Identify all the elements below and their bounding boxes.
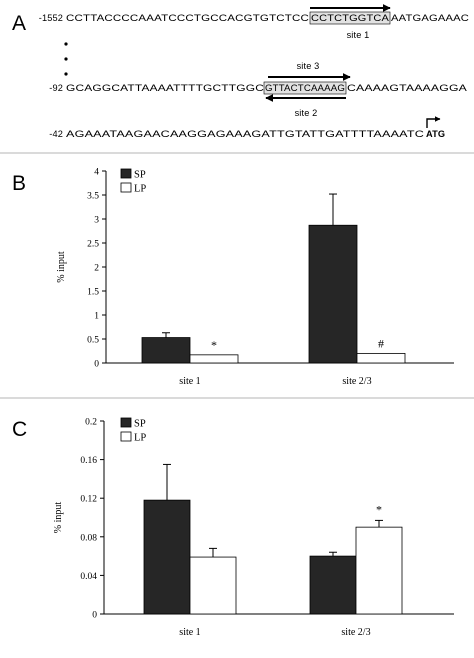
sequence-position: -42 [49, 129, 63, 139]
bar-sp-1 [141, 337, 191, 364]
x-category-label: site 1 [179, 376, 200, 387]
bar-sp-2 [308, 224, 358, 364]
panel-letter-b: B [12, 172, 26, 195]
sequence-line-2: site 3 -92 GCAGGCATTAAAATTTTGCTTGGC GTTA… [49, 61, 468, 118]
y-tick-label: 2.5 [87, 240, 99, 250]
x-category-label: site 2/3 [342, 376, 371, 387]
y-tick-label: 0.2 [85, 418, 97, 428]
y-tick-label: 0 [92, 611, 97, 621]
y-tick-label: 1.5 [87, 288, 99, 298]
bar-sp-2 [309, 555, 357, 615]
legend-label-sp: SP [134, 419, 146, 430]
tss-arrow-icon [426, 116, 441, 128]
y-axis-label: % input [56, 251, 67, 283]
legend-label-sp: SP [134, 170, 146, 181]
sequence-line-3: -42 AGAAATAAGAACAAGGAGAAAGATTGTATTGATTTT… [49, 116, 445, 139]
sequence-text: AGAAATAAGAACAAGGAGAAAGATTGTATTGATTTTAAAA… [66, 129, 424, 139]
panel-letter-c: C [12, 418, 27, 441]
sequence-text: CCTTACCCCAAATCCCTGCCACGTGTCTCC [66, 13, 309, 23]
y-tick-label: 0.12 [80, 495, 97, 505]
significance-marker: * [376, 502, 382, 516]
sequence-text: AATGAGAAAC [391, 13, 469, 23]
site-2-3-box [263, 81, 347, 95]
sequence-position: -92 [49, 83, 63, 93]
x-category-label: site 1 [179, 627, 200, 638]
sequence-position: -1552 [39, 13, 63, 23]
site-2-label: site 2 [295, 108, 318, 118]
ellipsis-dot [64, 57, 68, 61]
legend-swatch-sp [120, 168, 132, 179]
y-tick-label: 2 [94, 264, 99, 274]
y-tick-label: 0.16 [80, 456, 97, 466]
bar-lp-1 [189, 556, 237, 615]
chart-b: 0 0.5 1 1.5 2 2.5 3 3.5 4 % input * site 1 # site 2/3… [56, 168, 454, 387]
legend-label-lp: LP [134, 184, 146, 195]
bar-sp-1 [143, 499, 191, 615]
bar-lp-2 [356, 352, 406, 364]
x-category-label: site 2/3 [341, 627, 370, 638]
site-1-label: site 1 [347, 30, 370, 40]
y-tick-label: 4 [94, 168, 99, 178]
panel-b: B 0 0.5 1 1.5 2 2.5 3 3.5 4 % input * site 1 # site 2… [12, 168, 454, 387]
start-codon: ATG [426, 129, 445, 139]
y-tick-label: 0 [94, 360, 99, 370]
y-tick-label: 0.04 [80, 572, 97, 582]
y-tick-label: 3.5 [87, 192, 99, 202]
sequence-line-1: -1552 CCTTACCCCAAATCCCTGCCACGTGTCTCC CCT… [39, 4, 469, 40]
site-1-box [309, 11, 391, 25]
legend-label-lp: LP [134, 433, 146, 444]
significance-marker: * [211, 338, 217, 352]
panel-letter-a: A [12, 12, 26, 35]
sequence-text: GCAGGCATTAAAATTTTGCTTGGC [66, 83, 264, 93]
y-tick-label: 0.5 [87, 336, 99, 346]
panel-a: A -1552 CCTTACCCCAAATCCCTGCCACGTGTCTCC C… [12, 4, 469, 139]
chart-c: 0 0.04 0.08 0.12 0.16 0.2 % input site 1 * site 2… [53, 417, 454, 638]
site-3-label: site 3 [297, 61, 320, 71]
panel-c: C 0 0.04 0.08 0.12 0.16 0.2 % input site 1 * site… [12, 417, 454, 638]
ellipsis-dot [64, 42, 68, 46]
site-1-sequence: CCTCTGGTCA [311, 13, 390, 23]
site-2-3-sequence: GTTACTCAAAAG [265, 83, 345, 93]
legend-swatch-sp [120, 417, 132, 428]
y-tick-label: 0.08 [80, 533, 97, 543]
bar-lp-1 [189, 354, 239, 364]
legend-swatch-lp [120, 431, 132, 442]
y-tick-label: 1 [94, 312, 99, 322]
ellipsis-dot [64, 72, 68, 76]
bar-lp-2 [355, 526, 403, 615]
y-axis-label: % input [53, 502, 64, 534]
significance-marker: # [378, 336, 384, 350]
y-tick-label: 3 [94, 216, 99, 226]
sequence-text: CAAAAGTAAAAGGA [347, 83, 468, 93]
legend-swatch-lp [120, 182, 132, 193]
